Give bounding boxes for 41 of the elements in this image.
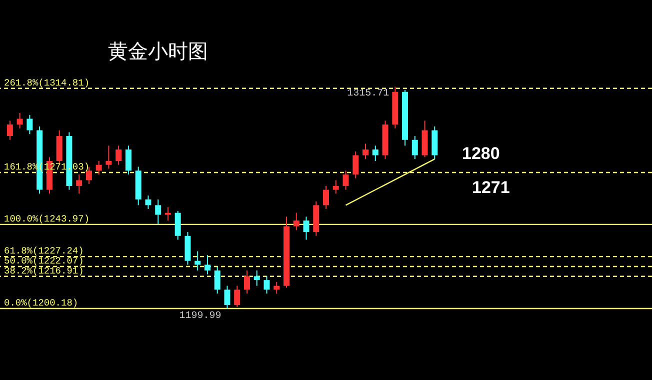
text: 1280 xyxy=(462,144,500,163)
candlestick xyxy=(293,212,300,231)
candlestick xyxy=(26,114,33,135)
candlestick xyxy=(274,281,280,294)
candlestick xyxy=(303,216,310,240)
candlestick xyxy=(96,160,102,175)
candlestick xyxy=(6,120,13,140)
ref-line-label: 261.8%(1314.81) xyxy=(4,77,90,88)
candlestick xyxy=(16,112,23,129)
candlestick xyxy=(264,276,270,294)
ref-line-label: 100.0%(1243.97) xyxy=(4,213,90,224)
candlestick xyxy=(194,250,201,271)
candlestick xyxy=(244,270,250,294)
ref-line-label: 38.2%(1216.91) xyxy=(4,265,84,276)
candlestick xyxy=(116,145,122,166)
candlestick xyxy=(76,174,82,194)
candlestick xyxy=(323,185,329,210)
chart-title: 黄金小时图 xyxy=(108,39,208,63)
candlestick xyxy=(204,254,210,275)
annotation: 1199.99 xyxy=(179,310,222,322)
candlestick xyxy=(352,150,359,179)
candlestick xyxy=(174,210,181,240)
candlestick xyxy=(106,145,112,170)
ref-line-label: 50.0%(1222.07) xyxy=(4,255,84,266)
candlestick xyxy=(155,198,162,225)
candlestick xyxy=(234,285,240,308)
ref-line-label: 0.0%(1200.18) xyxy=(4,298,78,309)
candlestick xyxy=(145,195,152,210)
candlestick xyxy=(224,285,230,310)
candlestick xyxy=(362,143,369,160)
candlestick xyxy=(254,270,260,286)
candlestick xyxy=(214,266,220,294)
candlestick xyxy=(332,180,339,194)
candlestick xyxy=(164,206,171,222)
candlestick xyxy=(372,145,378,162)
annotation: 1315.71 xyxy=(347,88,390,100)
candlestick xyxy=(125,145,132,175)
text: 1271 xyxy=(472,178,510,197)
candlestick xyxy=(412,136,418,160)
ref-line-label: 61.8%(1227.24) xyxy=(4,246,84,257)
candlestick xyxy=(342,170,349,190)
